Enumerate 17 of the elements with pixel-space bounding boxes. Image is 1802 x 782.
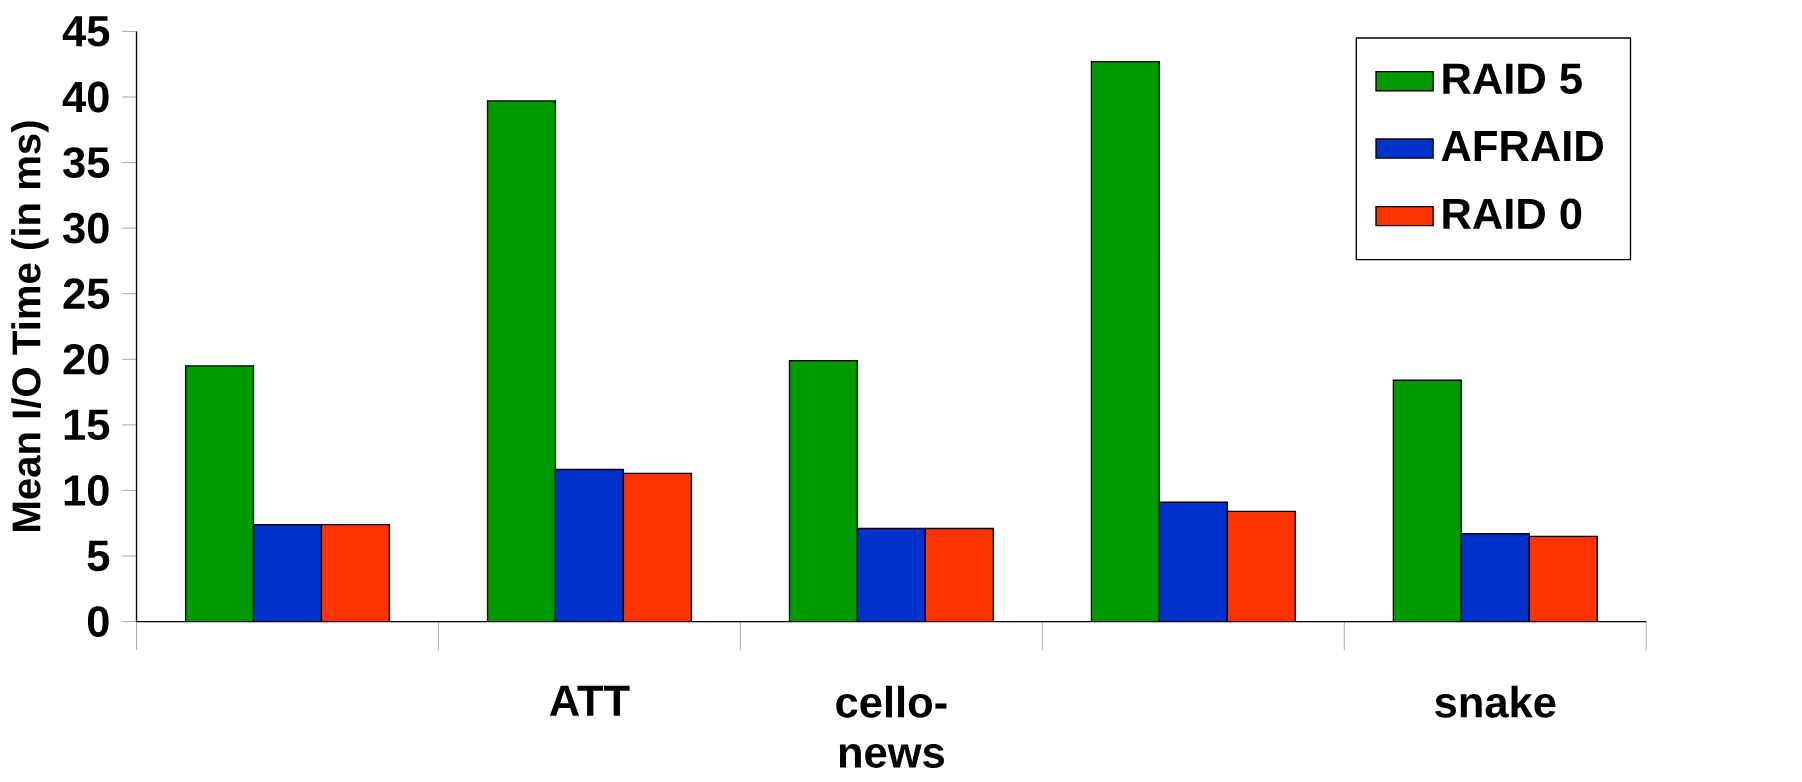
y-tick-label: 0 xyxy=(87,605,109,637)
legend-label: AFRAID xyxy=(1441,130,1603,161)
y-tick-label: 45 xyxy=(62,16,110,47)
x-tick-label: cello-news xyxy=(836,685,947,768)
x-tick-label: ATT xyxy=(549,685,630,716)
y-tick-label: 10 xyxy=(64,474,109,506)
legend-label: RAID 0 xyxy=(1443,198,1582,229)
legend-label: RAID 5 xyxy=(1443,63,1582,94)
y-tick-label: 20 xyxy=(63,343,109,375)
y-axis-title: Mean I/O Time (in ms) xyxy=(11,121,49,531)
x-tick-label: snake xyxy=(1435,685,1556,718)
y-tick-label: 40 xyxy=(62,81,109,113)
y-tick-label: 25 xyxy=(63,278,110,309)
y-tick-label: 35 xyxy=(63,146,110,178)
y-tick-label: 5 xyxy=(87,540,110,571)
y-tick-label: 30 xyxy=(63,212,109,244)
y-tick-label: 15 xyxy=(64,409,110,440)
